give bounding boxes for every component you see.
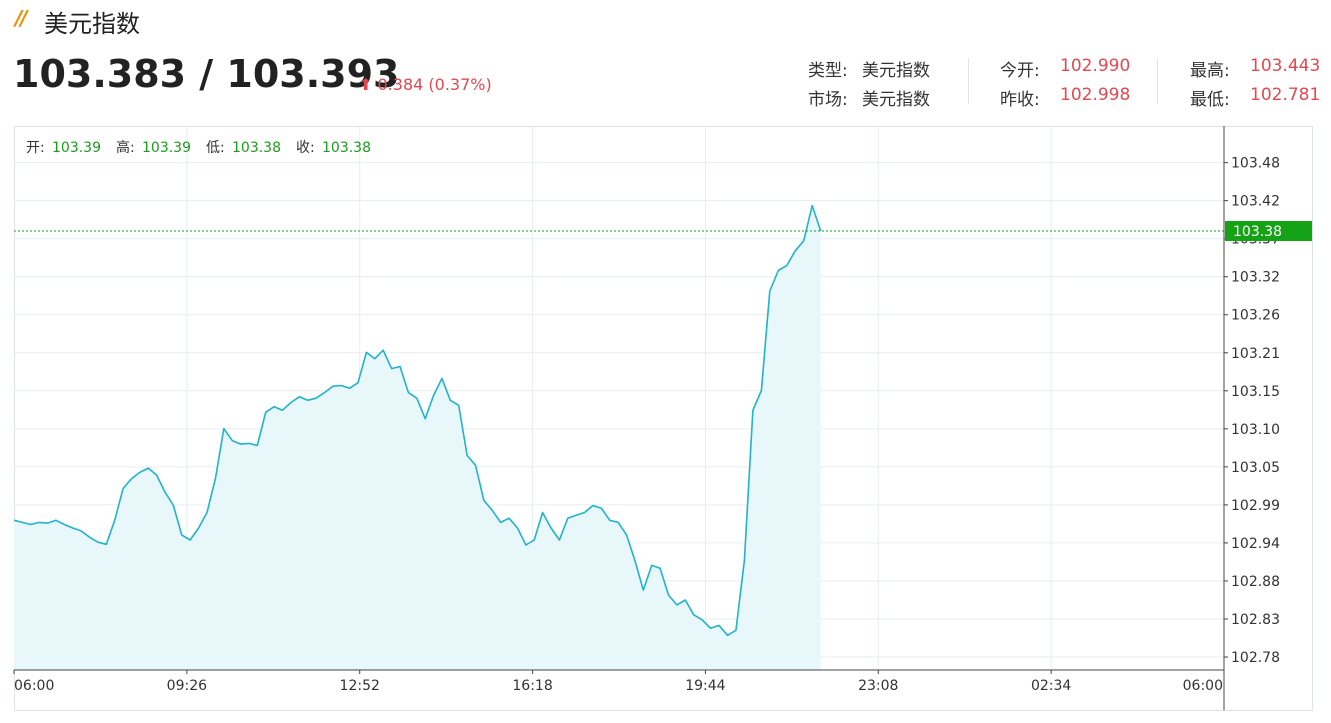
y-tick-label: 103.32 — [1231, 270, 1280, 286]
price: 103.383 / 103.393 — [13, 52, 400, 96]
info-label: 昨收: — [1000, 90, 1040, 110]
ohlc-label: 开: — [26, 140, 45, 156]
y-tick-label: 103.10 — [1231, 422, 1280, 438]
y-tick-label: 103.21 — [1231, 346, 1280, 362]
info-value: 102.998 — [1060, 85, 1131, 105]
price-line — [13, 204, 822, 637]
page-title: 美元指数 — [44, 10, 140, 38]
up-arrow: ⬆ — [359, 75, 373, 94]
info-label: 今开: — [1000, 61, 1040, 81]
x-tick-label: 16:18 — [512, 678, 552, 694]
title-icon: // — [15, 6, 28, 30]
current-price-label: 103.38 — [1233, 224, 1282, 240]
y-tick-label: 103.42 — [1231, 194, 1280, 210]
y-tick-label: 102.78 — [1231, 650, 1280, 666]
separator — [968, 58, 969, 104]
ohlc-label: 收: — [296, 140, 315, 156]
x-tick-label: 02:34 — [1031, 678, 1071, 694]
ohlc-value: 103.38 — [322, 140, 371, 156]
info-label: 最低: — [1190, 90, 1230, 110]
x-tick-label: 06:00 — [14, 678, 54, 694]
ohlc-label: 低: — [206, 140, 225, 156]
ohlc-value: 103.38 — [232, 140, 281, 156]
y-tick-label: 103.48 — [1231, 156, 1280, 172]
x-tick-label: 12:52 — [340, 678, 380, 694]
y-tick-label: 102.88 — [1231, 574, 1280, 590]
change-value: 0.384 (0.37%) — [377, 75, 492, 94]
y-tick-label: 103.26 — [1231, 308, 1280, 324]
info-label: 最高: — [1190, 61, 1230, 81]
info-value: 美元指数 — [862, 61, 930, 81]
area-fill — [14, 205, 821, 670]
chart-frame — [14, 126, 1313, 711]
x-tick-label: 09:26 — [167, 678, 207, 694]
y-tick-label: 103.05 — [1231, 460, 1280, 476]
y-tick-label: 102.94 — [1231, 536, 1280, 552]
ohlc-value: 103.39 — [52, 140, 101, 156]
info-value: 美元指数 — [862, 90, 930, 110]
ohlc-value: 103.39 — [142, 140, 191, 156]
y-tick-label: 102.99 — [1231, 498, 1280, 514]
info-value: 103.443 — [1250, 56, 1321, 76]
info-label: 市场: — [808, 90, 848, 110]
info-value: 102.781 — [1250, 85, 1321, 105]
x-tick-label: 19:44 — [685, 678, 725, 694]
x-tick-label: 23:08 — [858, 678, 898, 694]
y-tick-label: 103.15 — [1231, 384, 1280, 400]
y-tick-label: 102.83 — [1231, 612, 1280, 628]
current-price-badge — [1225, 220, 1312, 241]
separator — [1157, 58, 1158, 104]
change: ⬆ 0.384 (0.37%) — [359, 75, 492, 94]
ohlc-label: 高: — [116, 139, 135, 156]
info-label: 类型: — [808, 61, 848, 81]
info-value: 102.990 — [1060, 56, 1131, 76]
x-tick-label: 06:00 — [1183, 678, 1223, 694]
